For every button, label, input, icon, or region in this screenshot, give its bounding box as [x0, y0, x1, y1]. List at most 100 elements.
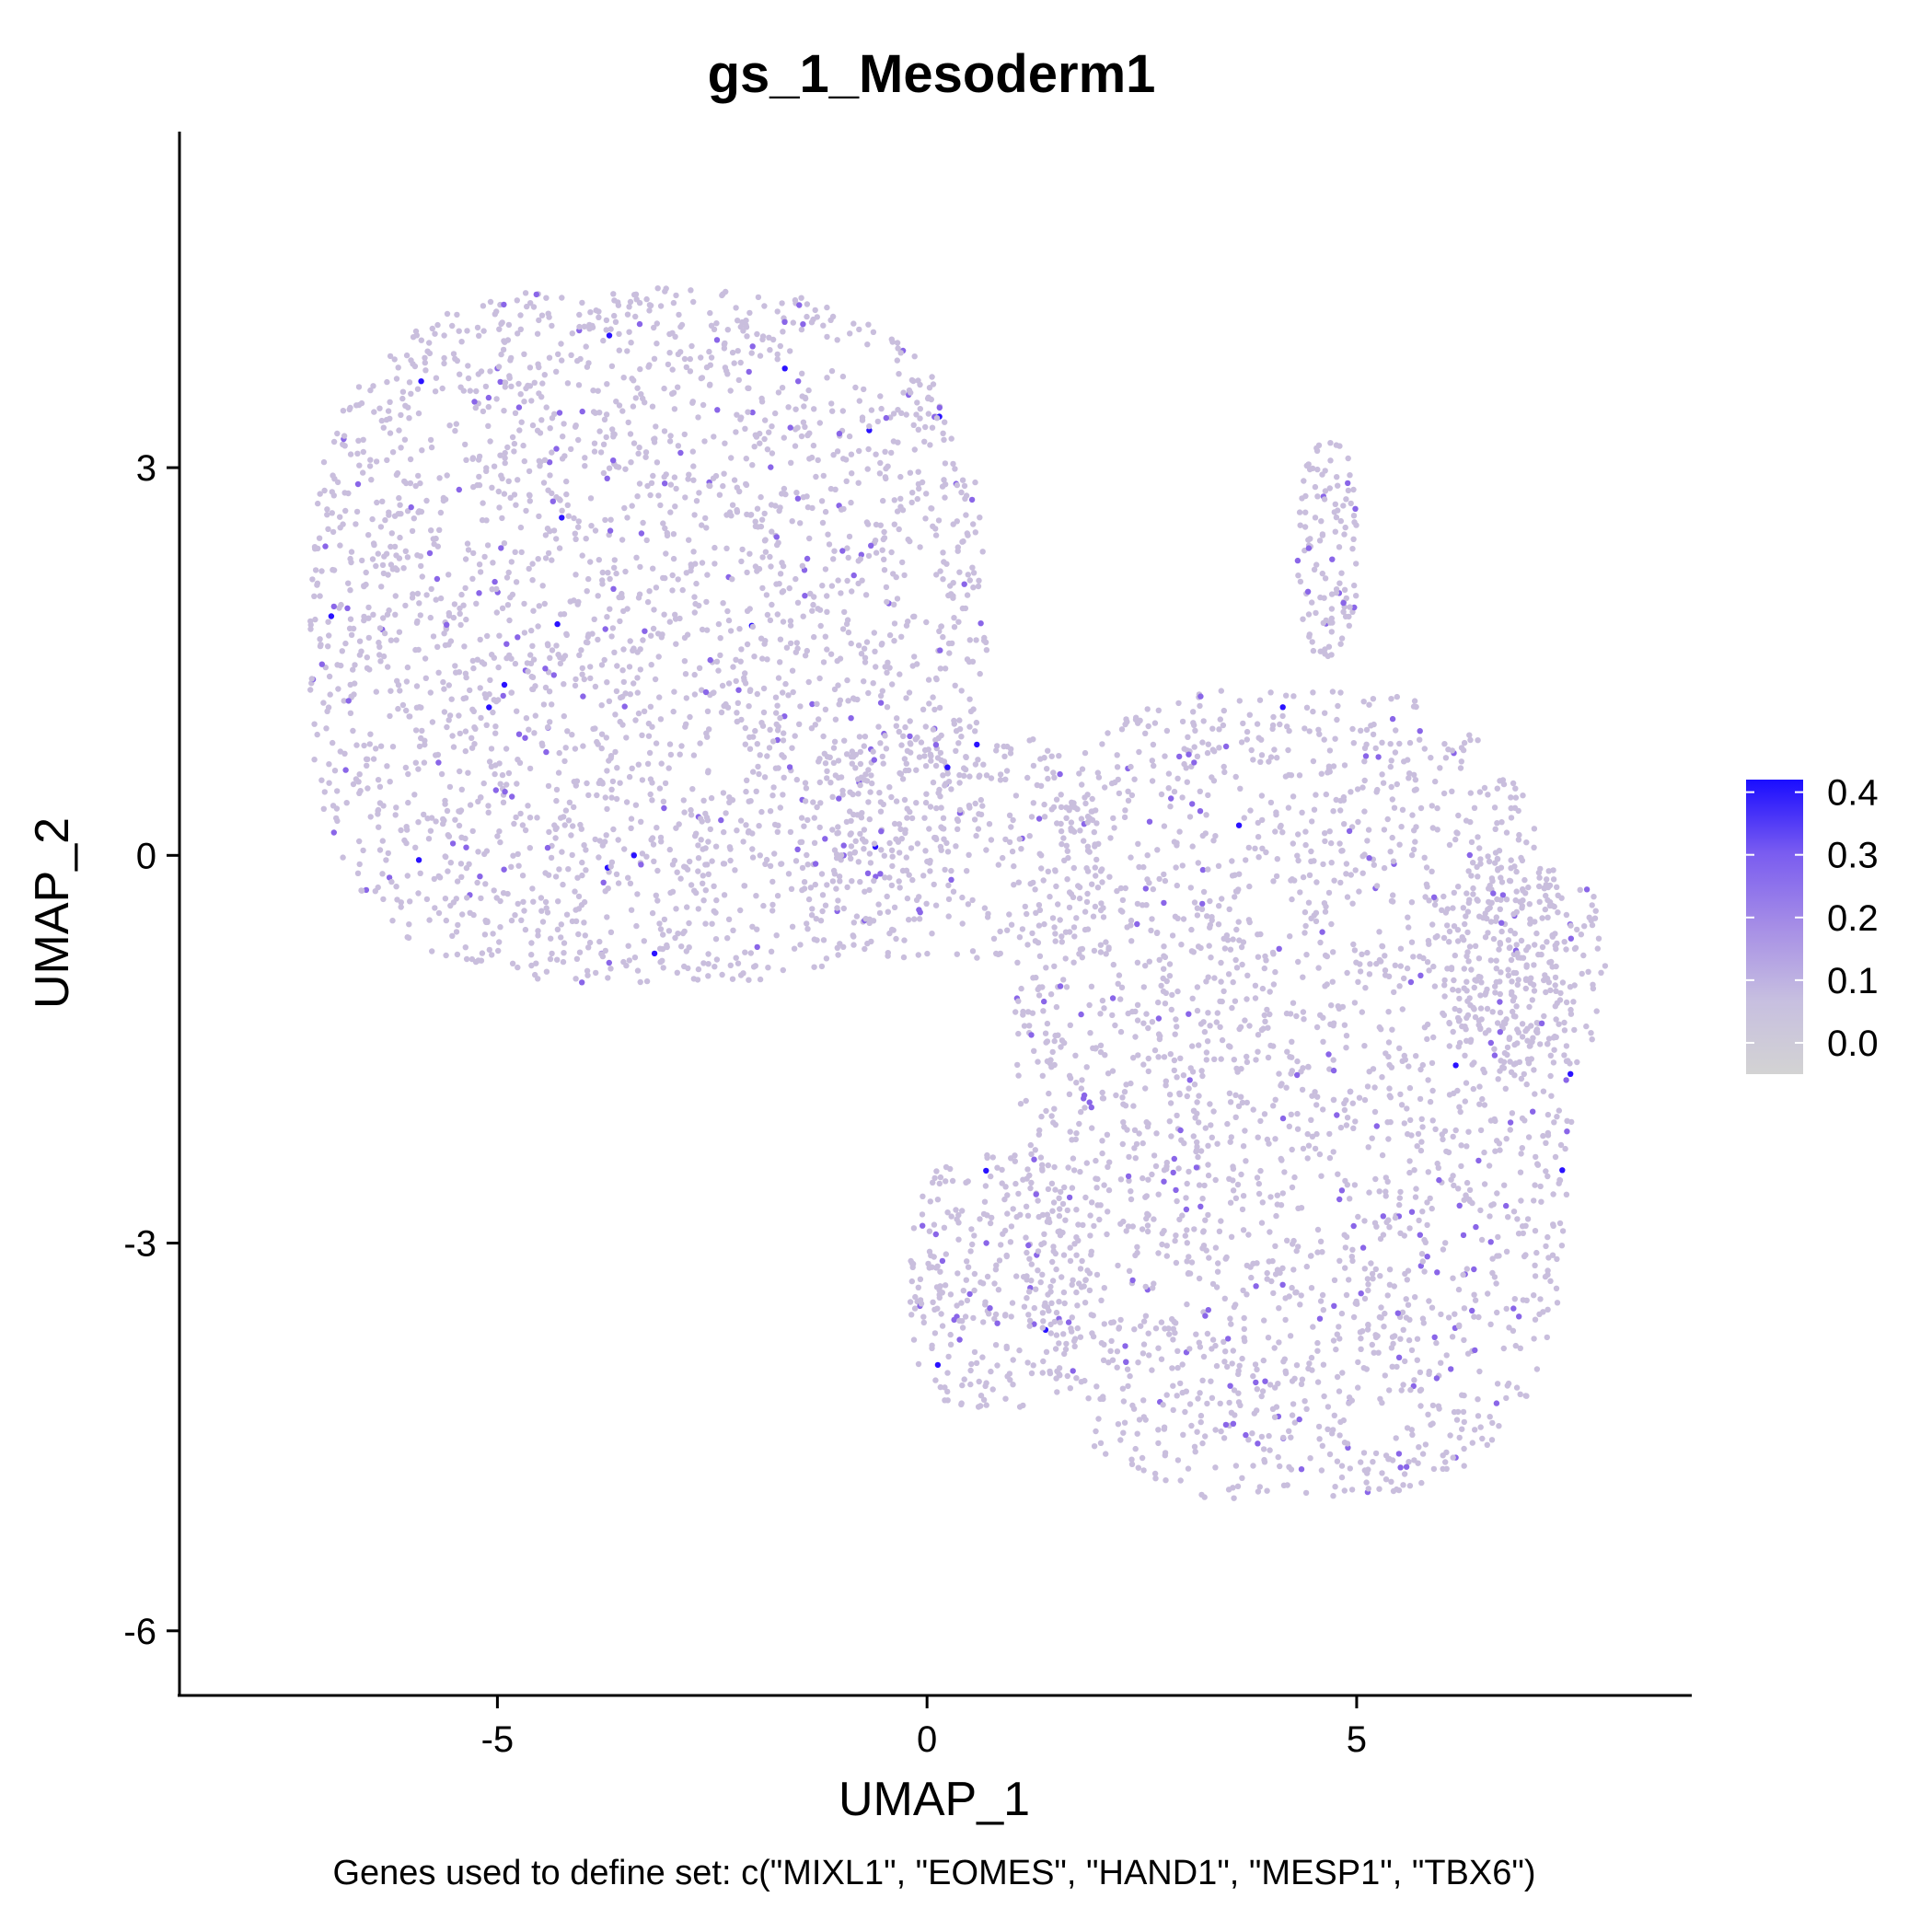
- data-point: [762, 417, 769, 423]
- data-point: [1515, 1231, 1522, 1237]
- data-point: [693, 498, 700, 504]
- data-point: [536, 513, 542, 520]
- data-point: [696, 665, 703, 671]
- data-point: [1097, 942, 1105, 948]
- data-point: [754, 330, 760, 338]
- data-point: [1257, 1117, 1264, 1125]
- data-point: [1176, 1091, 1183, 1098]
- data-point: [375, 550, 381, 557]
- data-point: [495, 488, 502, 495]
- data-point: [1192, 727, 1198, 734]
- data-point: [596, 428, 603, 434]
- data-point: [1381, 1324, 1387, 1330]
- data-point: [595, 593, 601, 599]
- data-point: [1369, 1341, 1376, 1348]
- data-point: [1267, 1194, 1274, 1200]
- data-point: [624, 348, 631, 354]
- data-point: [1317, 1238, 1325, 1245]
- data-point: [1322, 830, 1328, 837]
- data-point: [1429, 921, 1436, 928]
- data-point: [1186, 1254, 1192, 1260]
- data-point: [1228, 1233, 1235, 1241]
- data-point: [903, 695, 909, 701]
- data-point: [843, 478, 850, 484]
- data-point: [464, 540, 471, 547]
- data-point: [1047, 894, 1053, 900]
- data-point: [1258, 792, 1266, 799]
- data-point: [1290, 693, 1297, 700]
- data-point: [891, 820, 898, 827]
- data-point: [1481, 784, 1488, 792]
- data-point: [794, 599, 802, 606]
- data-point: [1073, 1130, 1080, 1137]
- data-point: [1267, 1229, 1273, 1235]
- data-point: [1324, 953, 1331, 960]
- data-point: [1033, 974, 1039, 981]
- data-point: [1314, 1249, 1321, 1255]
- data-point: [1239, 1355, 1245, 1362]
- data-point: [462, 556, 469, 562]
- data-point: [1417, 1147, 1425, 1154]
- data-point: [884, 598, 890, 606]
- data-point: [467, 802, 474, 808]
- data-point: [515, 404, 523, 411]
- data-point: [793, 490, 800, 496]
- data-point: [1558, 1243, 1566, 1249]
- data-point: [1189, 995, 1196, 1002]
- data-point: [1418, 1251, 1426, 1257]
- data-point: [767, 553, 773, 561]
- data-point: [612, 318, 619, 325]
- data-point: [855, 580, 862, 587]
- data-point: [1257, 758, 1264, 765]
- data-point: [1105, 1359, 1112, 1366]
- data-point: [1497, 1147, 1503, 1153]
- data-point: [1235, 919, 1242, 925]
- data-point: [950, 888, 957, 895]
- data-point: [791, 945, 798, 952]
- data-point: [1205, 1307, 1212, 1313]
- data-point: [1086, 1099, 1093, 1105]
- data-point: [853, 913, 861, 920]
- data-point: [1533, 1249, 1540, 1256]
- data-point: [848, 640, 854, 647]
- data-point: [1516, 831, 1522, 839]
- data-point: [1119, 1140, 1127, 1148]
- data-point: [485, 809, 492, 816]
- data-point: [1232, 1195, 1240, 1202]
- data-point: [1156, 1035, 1163, 1043]
- data-point: [632, 313, 639, 320]
- data-point: [894, 715, 900, 722]
- data-point: [545, 550, 552, 557]
- data-point: [876, 790, 883, 796]
- data-point: [729, 349, 736, 356]
- data-point: [1283, 692, 1290, 699]
- data-point: [406, 921, 412, 928]
- data-point: [805, 678, 812, 686]
- data-point: [1551, 903, 1557, 910]
- data-point: [785, 871, 792, 877]
- data-point: [1044, 766, 1050, 772]
- data-point: [956, 806, 964, 814]
- data-point: [1235, 1103, 1243, 1110]
- data-point: [1014, 1061, 1021, 1069]
- data-point: [711, 434, 717, 440]
- data-point: [581, 323, 588, 330]
- data-point: [1255, 1440, 1261, 1447]
- data-point: [1264, 1136, 1271, 1143]
- data-point: [1230, 1348, 1237, 1354]
- data-point: [1478, 1236, 1486, 1244]
- data-point: [1174, 1197, 1180, 1205]
- data-point: [456, 669, 463, 676]
- data-point: [751, 444, 758, 450]
- data-point: [756, 823, 762, 829]
- data-point: [818, 871, 826, 877]
- data-point: [740, 970, 746, 977]
- data-point: [1228, 1409, 1235, 1417]
- data-point: [454, 311, 460, 318]
- data-point: [835, 577, 841, 584]
- data-point: [1509, 978, 1515, 985]
- data-point: [376, 652, 383, 658]
- data-point: [1453, 1417, 1461, 1423]
- data-point: [752, 518, 758, 525]
- data-point: [422, 675, 429, 681]
